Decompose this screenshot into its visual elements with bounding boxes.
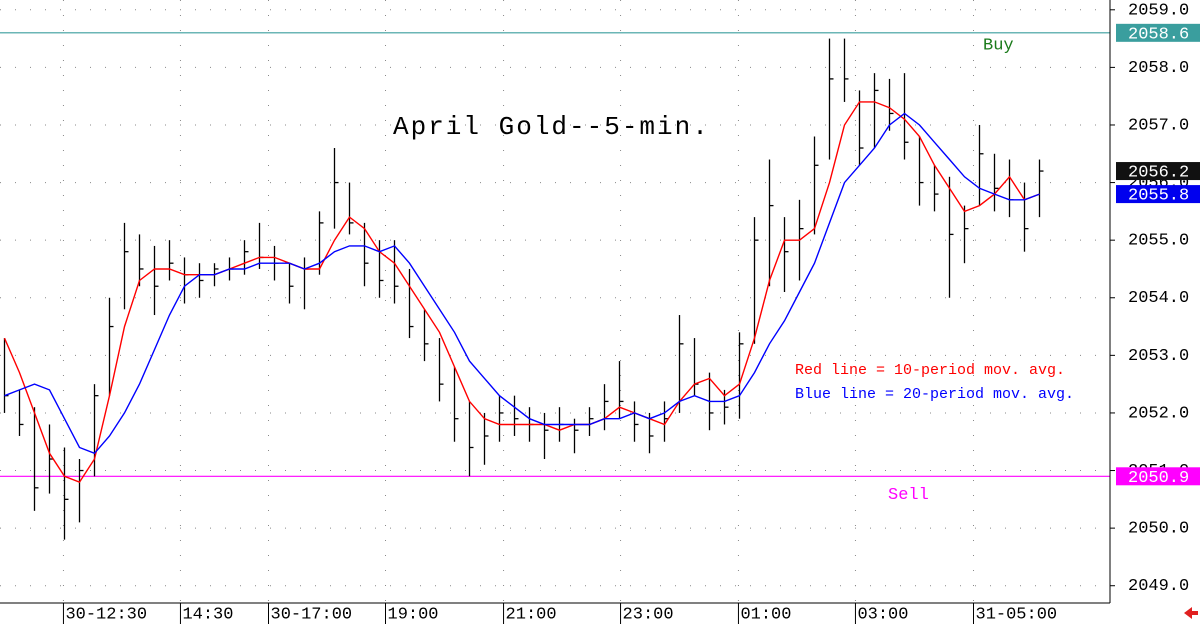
- moving-average-line: [4, 112, 1040, 455]
- price-box-label: 2055.8: [1128, 187, 1189, 206]
- x-tick-label: 01:00: [740, 605, 791, 624]
- x-tick-label: 30-17:00: [271, 605, 353, 624]
- x-tick-label: 21:00: [506, 605, 557, 624]
- y-tick-label: 2053.0: [1128, 347, 1189, 366]
- annotation: Blue line = 20-period mov. avg.: [795, 386, 1074, 403]
- y-tick-label: 2052.0: [1128, 404, 1189, 423]
- x-tick-label: 31-05:00: [976, 605, 1058, 624]
- x-tick-label: 19:00: [388, 605, 439, 624]
- grid: [0, 0, 1110, 603]
- price-box: [1116, 23, 1200, 42]
- y-tick-label: 2049.0: [1128, 577, 1189, 596]
- x-tick-label: 03:00: [857, 605, 908, 624]
- chart-title: April Gold--5-min.: [393, 112, 710, 142]
- y-tick-label: 2054.0: [1128, 289, 1189, 308]
- price-box-label: 2056.2: [1128, 164, 1189, 183]
- plot-area: Buy Sell: [0, 32, 1110, 540]
- y-tick-label: 2055.0: [1128, 232, 1189, 251]
- y-tick-label: 2057.0: [1128, 116, 1189, 135]
- price-box: [1116, 185, 1200, 204]
- scroll-arrow[interactable]: [1184, 607, 1198, 619]
- y-tick-label: 2059.0: [1128, 1, 1189, 20]
- price-box: [1116, 467, 1200, 486]
- x-tick-label: 30-12:30: [65, 605, 147, 624]
- y-tick-label: 2050.0: [1128, 520, 1189, 539]
- price-box-label: 2058.6: [1128, 25, 1189, 44]
- x-tick-label: 14:30: [182, 605, 233, 624]
- level-label: Sell: [888, 486, 929, 505]
- x-tick-label: 23:00: [623, 605, 674, 624]
- price-box-label: 2050.9: [1128, 469, 1189, 488]
- level-label: Buy: [983, 36, 1014, 55]
- axes: 2049.02050.02051.02052.02053.02054.02055…: [62, 1, 1200, 624]
- moving-average-line: [3, 101, 1040, 483]
- y-tick-label: 2058.0: [1128, 59, 1189, 78]
- price-box: [1116, 162, 1200, 181]
- annotation: Red line = 10-period mov. avg.: [795, 362, 1065, 379]
